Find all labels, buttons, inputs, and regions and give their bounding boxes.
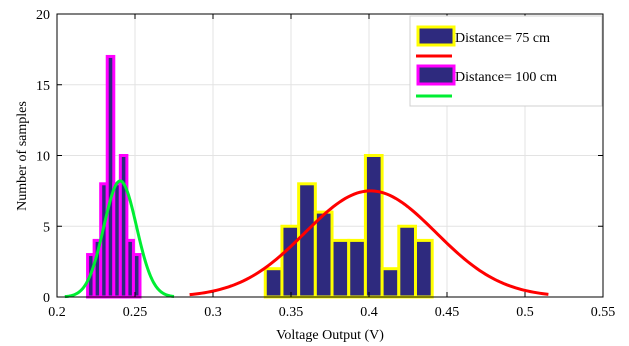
- x-tick-label: 0.5: [516, 305, 534, 320]
- x-tick-label: 0.2: [48, 305, 66, 320]
- histogram-bar: [380, 267, 401, 299]
- y-tick-label: 0: [43, 291, 50, 306]
- y-tick-label: 20: [36, 8, 50, 23]
- histogram-bar: [363, 154, 384, 299]
- histogram-bars: [86, 54, 434, 299]
- x-tick-label: 0.45: [435, 305, 460, 320]
- x-tick-label: 0.25: [123, 305, 148, 320]
- legend-swatch-100cm: [416, 64, 456, 86]
- histogram-bar: [330, 238, 351, 299]
- histogram-bar: [313, 210, 334, 299]
- legend-swatch-75cm: [416, 25, 456, 47]
- histogram-bar: [413, 238, 434, 299]
- histogram-bar: [263, 267, 284, 299]
- legend-label-75cm: Distance= 75 cm: [455, 31, 550, 46]
- y-tick-label: 5: [43, 220, 50, 235]
- x-tick-label: 0.35: [279, 305, 304, 320]
- y-tick-label: 10: [36, 150, 50, 165]
- x-tick-label: 0.4: [360, 305, 378, 320]
- axis-ticks: 0.2 0.25 0.3 0.35 0.4 0.45 0.5 0.55 0 5 10 15 20: [36, 8, 615, 320]
- fit-curves: [64, 179, 549, 299]
- y-tick-label: 15: [36, 79, 50, 94]
- fit-curve: [189, 189, 549, 297]
- histogram-bar: [347, 238, 367, 299]
- y-axis-label: Number of samples: [15, 101, 30, 211]
- fit-curve: [64, 179, 175, 299]
- histogram-bar: [280, 224, 301, 299]
- histogram-bar: [397, 224, 417, 299]
- x-axis-label: Voltage Output (V): [276, 328, 384, 343]
- legend-label-100cm: Distance= 100 cm: [455, 70, 557, 85]
- histogram-bar: [131, 253, 142, 299]
- histogram-bar: [297, 182, 317, 299]
- x-tick-label: 0.55: [591, 305, 616, 320]
- legend: Distance= 75 cm Distance= 100 cm: [409, 15, 603, 107]
- x-tick-label: 0.3: [204, 305, 222, 320]
